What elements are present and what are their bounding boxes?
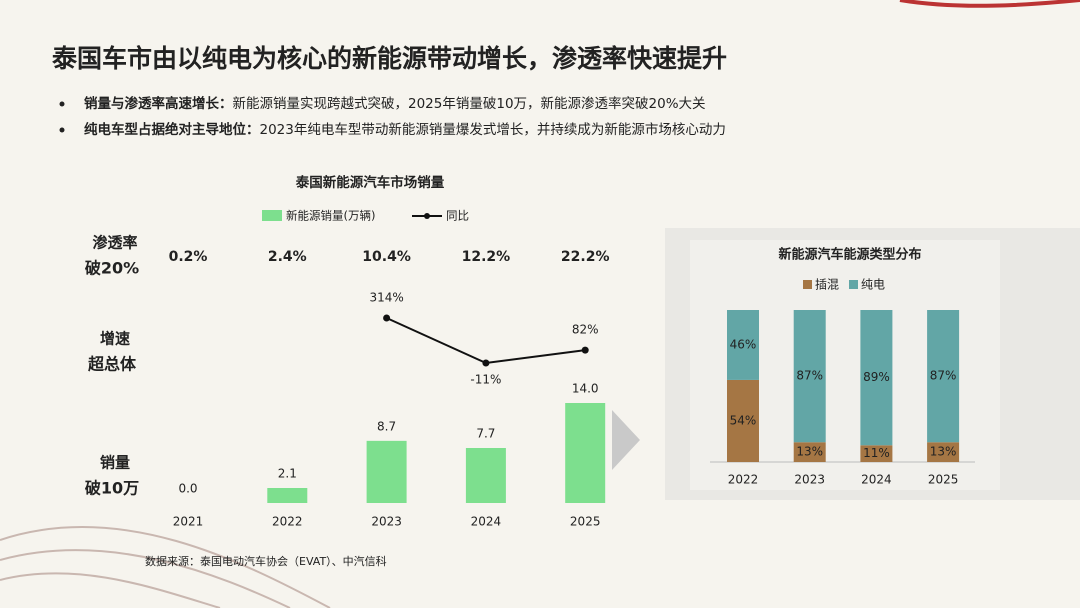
bar-segment	[727, 310, 759, 380]
x-tick-label: 2025	[570, 515, 601, 529]
segment-label: 46%	[730, 337, 757, 351]
x-tick-label: 2023	[371, 515, 402, 529]
side-label-highlight: 破20%	[85, 259, 139, 278]
bar-label: 2.1	[278, 467, 297, 481]
bullet-dot	[59, 127, 65, 133]
side-label: 销量	[100, 454, 130, 472]
chart-title: 泰国新能源汽车市场销量	[295, 174, 445, 191]
segment-label: 87%	[930, 369, 957, 383]
legend-swatch	[803, 280, 812, 289]
segment-label: 13%	[796, 445, 823, 459]
bullet-text: 新能源销量实现跨越式突破，2025年销量破10万，新能源渗透率突破20%大关	[233, 95, 706, 112]
side-label-highlight: 超总体	[87, 355, 137, 374]
line-point	[482, 359, 490, 367]
legend-swatch	[849, 280, 858, 289]
line-label: 82%	[572, 323, 599, 337]
bar	[267, 488, 308, 503]
bullet: 销量与渗透率高速增长：新能源销量实现跨越式突破，2025年销量破10万，新能源渗…	[84, 95, 706, 112]
penetration-label: 2.4%	[268, 249, 307, 265]
bar-segment	[793, 310, 826, 443]
side-label: 渗透率	[92, 234, 137, 252]
segment-label: 54%	[730, 413, 757, 427]
bar	[465, 448, 506, 503]
penetration-label: 22.2%	[561, 249, 610, 265]
bullet-label: 纯电车型占据绝对主导地位：	[84, 121, 260, 138]
arrow	[612, 410, 640, 470]
x-tick-label: 2022	[728, 473, 759, 487]
bar-label: 8.7	[377, 419, 396, 433]
bar-segment	[860, 310, 893, 446]
legend-label: 纯电	[861, 278, 885, 292]
x-tick-label: 2024	[861, 473, 892, 487]
bullet: 纯电车型占据绝对主导地位：2023年纯电车型带动新能源销量爆发式增长，并持续成为…	[84, 121, 726, 138]
bar-segment	[927, 310, 960, 443]
bullet-label: 销量与渗透率高速增长：	[84, 95, 233, 112]
bullet-dot	[59, 101, 65, 107]
charts: 销量与渗透率高速增长：新能源销量实现跨越式突破，2025年销量破10万，新能源渗…	[59, 95, 975, 529]
legend-label: 新能源销量(万辆)	[286, 209, 375, 223]
x-tick-label: 2025	[928, 473, 959, 487]
bar-segment	[793, 442, 826, 462]
bar-label: 14.0	[572, 382, 599, 396]
decoration	[0, 526, 331, 608]
line-label: -11%	[470, 373, 501, 387]
legend-swatch	[262, 210, 282, 221]
slide-title: 泰国车市由以纯电为核心的新能源带动增长，渗透率快速提升	[52, 44, 727, 73]
x-tick-label: 2024	[471, 515, 502, 529]
legend-label: 同比	[446, 209, 469, 223]
legend-label: 插混	[815, 278, 839, 292]
line-point	[581, 346, 589, 354]
bar-segment	[927, 442, 960, 462]
line-point	[383, 314, 391, 322]
penetration-label: 0.2%	[169, 249, 208, 265]
line-label: 314%	[369, 291, 403, 305]
bar-segment	[727, 379, 759, 462]
penetration-label: 10.4%	[362, 249, 411, 265]
side-label: 增速	[100, 330, 130, 348]
bar-label: 7.7	[476, 427, 495, 441]
x-tick-label: 2023	[794, 473, 825, 487]
segment-label: 13%	[930, 445, 957, 459]
segment-label: 89%	[863, 370, 890, 384]
side-label-highlight: 破10万	[85, 479, 139, 498]
decoration	[899, 0, 1080, 8]
x-tick-label: 2021	[173, 515, 204, 529]
source: 数据来源：泰国电动汽车协会（EVAT）、中汽信科	[145, 554, 387, 568]
bullet-text: 2023年纯电车型带动新能源销量爆发式增长，并持续成为新能源市场核心动力	[260, 121, 726, 138]
penetration-label: 12.2%	[462, 249, 511, 265]
legend-marker	[424, 213, 430, 219]
chart-title: 新能源汽车能源类型分布	[778, 247, 921, 263]
segment-label: 87%	[796, 369, 823, 383]
segment-label: 11%	[863, 446, 890, 460]
bar-label: 0.0	[178, 482, 197, 496]
bar	[565, 403, 606, 503]
bar-segment	[860, 445, 893, 462]
bar	[366, 440, 407, 503]
x-tick-label: 2022	[272, 515, 303, 529]
